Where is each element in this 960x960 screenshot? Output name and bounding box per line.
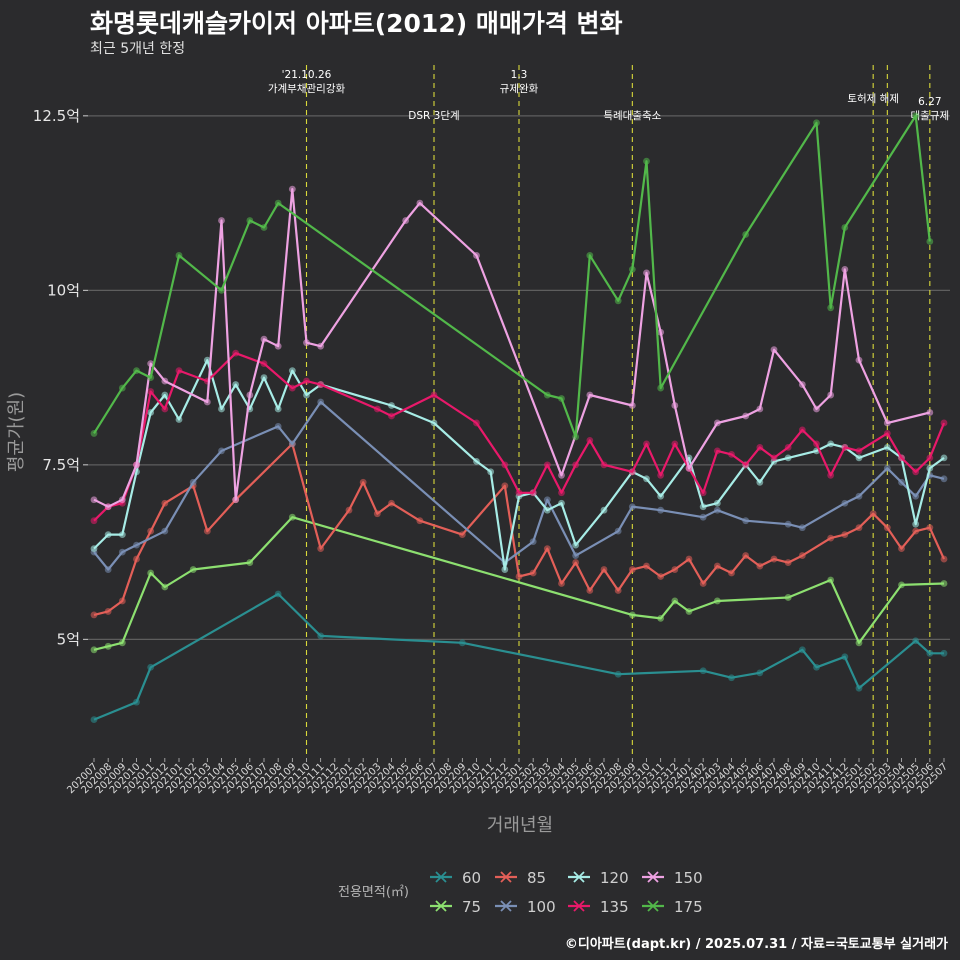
series-line <box>93 442 946 616</box>
series-layer <box>90 112 948 724</box>
series-line <box>93 400 945 571</box>
legend-label: 150 <box>674 869 703 887</box>
y-tick-label: 7.5억 <box>42 456 80 474</box>
legend-key-marker <box>647 900 659 912</box>
series-135 <box>90 349 948 525</box>
caption: ©디아파트(dapt.kr) / 2025.07.31 / 자료=국토교통부 실… <box>564 937 948 952</box>
event-label: 규제완화 <box>500 82 539 95</box>
legend-item-100: 100 <box>495 898 556 916</box>
series-line <box>93 114 931 438</box>
chart-title: 화명롯데캐슬카이저 아파트(2012) 매매가격 변화 <box>90 9 623 38</box>
event-label: '21.10.26 <box>282 69 332 81</box>
legend-item-175: 175 <box>642 898 703 916</box>
event-label: 6.27 <box>918 96 941 108</box>
event-label: 1.3 <box>511 69 528 81</box>
event-label: 토허제 해제 <box>847 92 899 105</box>
data-point <box>926 409 934 416</box>
legend-label: 60 <box>462 869 481 887</box>
x-axis-ticks: 2020072020082020092020102020112020122021… <box>65 758 950 796</box>
y-tick-label: 5억 <box>57 630 80 648</box>
series-line <box>93 352 946 522</box>
legend-key-marker <box>573 900 585 912</box>
legend-item-85: 85 <box>495 869 546 887</box>
series-60 <box>90 590 948 724</box>
y-tick-label: 12.5억 <box>33 107 80 125</box>
legend-item-135: 135 <box>568 898 629 916</box>
legend: 전용면적(㎡) 60 75 85 100 120 135 150 175 <box>338 869 703 916</box>
legend-label: 100 <box>527 898 556 916</box>
data-point <box>90 611 98 619</box>
series-line <box>93 359 945 571</box>
legend-key-marker <box>435 871 447 883</box>
data-point <box>90 646 98 654</box>
event-label: 대출규제 <box>911 110 950 122</box>
legend-label: 175 <box>674 898 703 916</box>
legend-key-marker <box>573 871 585 883</box>
legend-key-marker <box>435 900 447 912</box>
legend-key-marker <box>647 871 659 883</box>
series-175 <box>90 112 934 441</box>
legend-label: 135 <box>600 898 629 916</box>
legend-item-75: 75 <box>430 898 481 916</box>
series-line <box>93 592 944 721</box>
y-axis-title: 평균가(원) <box>6 392 27 472</box>
legend-label: 120 <box>600 869 629 887</box>
legend-title: 전용면적(㎡) <box>338 885 409 900</box>
legend-item-120: 120 <box>568 869 629 887</box>
legend-item-150: 150 <box>642 869 703 887</box>
legend-item-60: 60 <box>430 869 481 887</box>
series-150 <box>90 185 934 511</box>
y-tick-label: 10억 <box>47 281 80 299</box>
legend-key-marker <box>500 871 512 883</box>
series-line <box>93 188 931 508</box>
x-axis-title: 거래년월 <box>487 815 553 836</box>
legend-key-marker <box>500 900 512 912</box>
event-label: DSR 3단계 <box>408 110 459 122</box>
event-label: 가계부채관리강화 <box>268 83 346 95</box>
chart-subtitle: 최근 5개년 한정 <box>90 41 186 57</box>
series-line <box>93 516 945 651</box>
series-75 <box>90 513 948 654</box>
legend-label: 85 <box>527 869 546 887</box>
legend-label: 75 <box>462 898 481 916</box>
event-label: 특례대출축소 <box>603 110 661 122</box>
y-axis-ticks: 5억 7.5억 10억 12.5억 <box>33 107 88 648</box>
